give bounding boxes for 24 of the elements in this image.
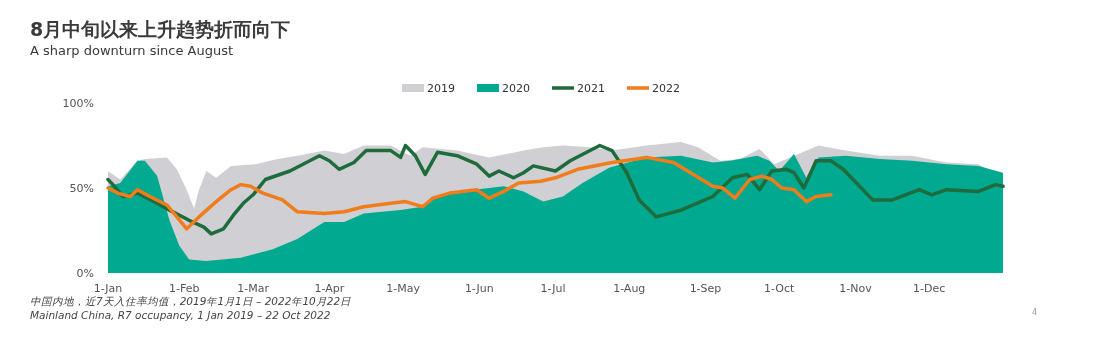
text: Mainland China, R7 occupancy, 1 Jan 2019 – 22 Oct 2022 — [30, 309, 331, 321]
x-tick-label: 1-Nov — [839, 282, 873, 295]
x-tick-label: 1-Mar — [237, 282, 270, 295]
y-tick-label: 0% — [76, 267, 94, 280]
text: 4 — [1032, 308, 1038, 317]
x-tick-label: 1-Feb — [169, 282, 200, 295]
x-tick-label: 1-Jun — [464, 282, 494, 295]
chart-title: 8月中旬以来上升趋势折而向下 — [30, 18, 291, 40]
x-tick-label: 1-Jan — [93, 282, 123, 295]
legend-label: 2022 — [652, 82, 680, 95]
x-tick-label: 1-May — [386, 282, 421, 295]
legend-label: 2020 — [502, 82, 530, 95]
x-tick-label: 1-Oct — [764, 282, 796, 295]
legend-label: 2021 — [577, 82, 605, 95]
chart-subtitle: A sharp downturn since August — [30, 43, 234, 58]
y-tick-label: 100% — [62, 97, 94, 110]
x-tick-label: 1-Apr — [314, 282, 345, 295]
x-tick-label: 1-Dec — [913, 282, 946, 295]
x-tick-label: 1-Jul — [540, 282, 566, 295]
x-tick-label: 1-Aug — [613, 282, 646, 295]
x-tick-label: 1-Sep — [689, 282, 722, 295]
legend-label: 2019 — [427, 82, 455, 95]
y-tick-label: 50% — [69, 182, 94, 195]
text: 中国内地，近7天入住率均值，2019年1月1日 – 2022年10月22日 — [30, 295, 352, 307]
